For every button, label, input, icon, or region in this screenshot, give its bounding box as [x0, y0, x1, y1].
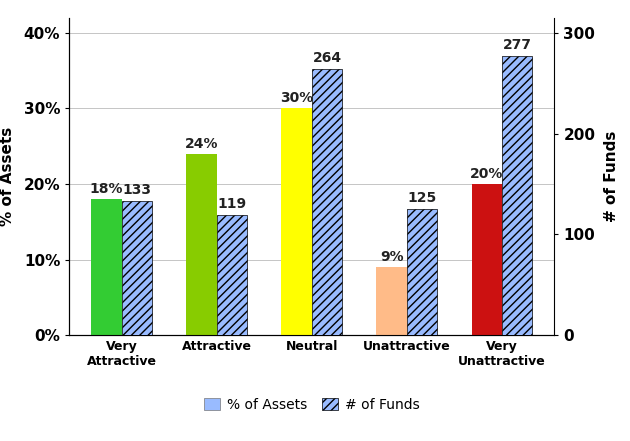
Bar — [407, 209, 437, 335]
Text: 277: 277 — [503, 38, 532, 52]
Text: 20%: 20% — [470, 167, 503, 181]
Bar — [502, 56, 532, 335]
Bar — [471, 184, 502, 335]
Text: 133: 133 — [122, 183, 151, 197]
Text: 30%: 30% — [280, 91, 313, 105]
Text: 264: 264 — [312, 51, 341, 65]
Bar — [186, 154, 217, 335]
Bar — [377, 267, 407, 335]
Bar — [217, 215, 247, 335]
Y-axis label: % of Assets: % of Assets — [0, 127, 15, 226]
Text: 125: 125 — [408, 191, 437, 205]
Text: 9%: 9% — [380, 250, 403, 264]
Legend: % of Assets, # of Funds: % of Assets, # of Funds — [198, 392, 425, 417]
Bar — [312, 69, 342, 335]
Bar — [122, 201, 152, 335]
Bar — [282, 108, 312, 335]
Text: 18%: 18% — [90, 182, 123, 196]
Bar — [91, 199, 122, 335]
Y-axis label: # of Funds: # of Funds — [604, 131, 619, 222]
Text: 24%: 24% — [185, 137, 219, 151]
Text: 119: 119 — [217, 197, 246, 211]
